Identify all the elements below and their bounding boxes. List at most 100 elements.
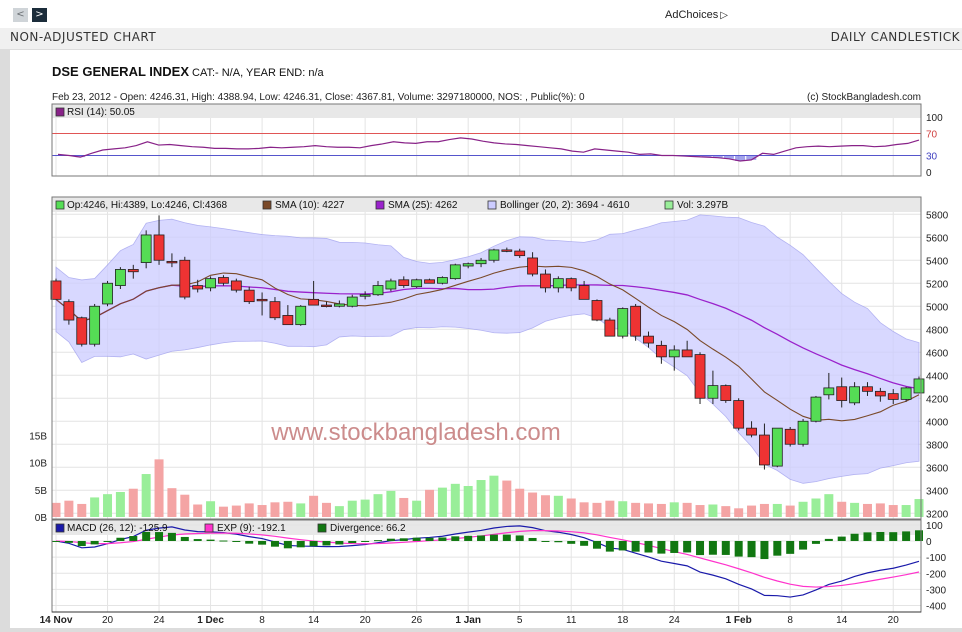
volume-bar [528, 492, 538, 517]
volume-bar [579, 502, 589, 517]
volume-bar [206, 501, 216, 517]
chart-mode-label: NON-ADJUSTED CHART [10, 30, 157, 44]
volume-bar [888, 505, 898, 517]
divergence-bar [283, 540, 292, 549]
next-arrow-button[interactable]: > [32, 8, 47, 22]
candle-body [565, 278, 577, 289]
previous-arrow-button[interactable]: < [13, 8, 28, 22]
volume-bar [193, 504, 203, 517]
divergence-bar [502, 534, 511, 541]
x-tick-label: 26 [411, 615, 423, 626]
candle-body [694, 354, 706, 399]
volume-bar [798, 501, 808, 517]
chart-area: DSE GENERAL INDEX CAT:- N/A, YEAR END: n… [10, 50, 962, 628]
candle-body [527, 257, 538, 275]
volume-bar [257, 505, 267, 517]
candle-body [230, 280, 242, 291]
rsi-y-tick: 30 [926, 152, 938, 163]
divergence-bar [103, 540, 112, 542]
divergence-bar [876, 531, 885, 541]
sma10-line [55, 265, 920, 422]
candle-body [449, 264, 461, 280]
candle-body [578, 285, 590, 300]
candle-body [282, 315, 294, 326]
divergence-bar [412, 537, 421, 541]
candle-body [540, 273, 551, 289]
header-bar [0, 28, 962, 49]
volume-bar [103, 494, 113, 517]
price-y-tick: 5200 [926, 279, 949, 290]
volume-bar [141, 474, 151, 517]
divergence-bar [322, 540, 331, 546]
volume-bar [244, 503, 254, 517]
divergence-bar [77, 540, 86, 547]
volume-bar [450, 483, 460, 517]
volume-bar [695, 505, 705, 517]
candle-body [424, 279, 435, 284]
candle-body [900, 387, 912, 400]
candle-body [617, 308, 629, 337]
macd-swatch [55, 523, 65, 533]
volume-bar [862, 503, 872, 517]
price-legend-sma10: SMA (10): 4227 [275, 200, 345, 211]
top-bar: < > AdChoices ▷ [0, 0, 962, 28]
candle-body [398, 279, 410, 286]
volume-bar [296, 503, 306, 517]
bollinger-band [55, 214, 920, 484]
divergence-bar [824, 538, 833, 541]
volume-y-tick: 5B [35, 486, 48, 497]
volume-bar [914, 499, 924, 517]
volume-bar [618, 501, 628, 517]
exp-swatch [204, 523, 214, 533]
divergence-bar [245, 540, 254, 544]
adchoices-link[interactable]: AdChoices ▷ [665, 9, 728, 21]
copyright-text: (c) StockBangladesh.com [807, 92, 921, 103]
candle-body [437, 277, 448, 284]
x-tick-label: 18 [617, 615, 629, 626]
divergence-bar [374, 540, 383, 542]
candle-body [385, 280, 397, 290]
macd-y-tick: -100 [926, 553, 946, 564]
divergence-bar [580, 540, 589, 546]
chart-title: DSE GENERAL INDEX [52, 64, 189, 79]
price-y-tick: 5600 [926, 233, 949, 244]
volume-bar [721, 506, 731, 517]
x-tick-label: 14 [308, 615, 320, 626]
price-y-tick: 3400 [926, 486, 949, 497]
candle-body [372, 285, 384, 296]
chart-type-label: DAILY CANDLESTICK [830, 30, 960, 44]
divergence-bar [644, 540, 653, 553]
volume-bar [154, 459, 164, 517]
price-y-tick: 4600 [926, 348, 949, 359]
x-tick-label: 20 [888, 615, 900, 626]
chart-info-line: Feb 23, 2012 - Open: 4246.31, High: 4388… [52, 92, 585, 103]
volume-bar [515, 488, 525, 517]
divergence-bar [232, 540, 241, 542]
volume-bar [669, 502, 679, 517]
rsi-y-tick: 100 [926, 113, 943, 124]
volume-bar [734, 508, 744, 517]
divergence-bar [193, 539, 202, 541]
divergence-bar [515, 535, 524, 541]
candle-body [50, 280, 62, 300]
candle-body [913, 378, 925, 394]
candle-body [256, 298, 268, 302]
candle-body [475, 259, 487, 265]
candle-body [591, 300, 603, 321]
candle-body [411, 279, 423, 288]
divergence-bar [348, 540, 357, 544]
divergence-bar [631, 540, 640, 552]
macd-y-tick: -200 [926, 569, 946, 580]
candle-body [797, 420, 809, 445]
macd-legend: MACD (26, 12): -125.9 [67, 523, 168, 534]
divergence-bar [554, 540, 563, 543]
watermark: www.stockbangladesh.com [270, 419, 560, 446]
sma25-swatch [375, 200, 385, 210]
volume-bar [644, 503, 654, 517]
x-tick-label: 5 [517, 615, 523, 626]
macd-y-tick: 100 [926, 521, 943, 532]
divergence-bar [837, 536, 846, 541]
candle-body [140, 234, 152, 263]
volume-bar [437, 487, 447, 517]
divergence-bar [863, 532, 872, 541]
